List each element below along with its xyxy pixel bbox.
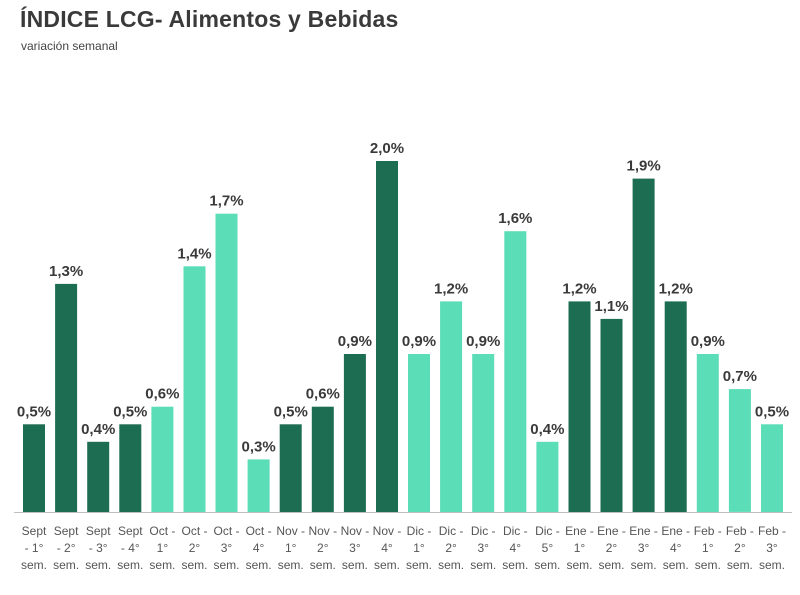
bar-17 [536,441,559,512]
x-tick-label-14: Dic -2° sem. [438,524,464,572]
x-tick-label-10: Nov -2° sem. [308,524,337,572]
value-label-16: 1,6% [498,210,532,227]
x-tick-label-1: Sept - 1° sem. [21,524,47,572]
bar-10 [311,406,334,512]
bar-14 [440,301,463,512]
value-label-8: 0,3% [241,438,275,455]
bar-19 [600,318,623,512]
value-label-1: 0,5% [17,403,51,420]
value-label-13: 0,9% [402,333,436,350]
value-label-7: 1,7% [209,193,243,210]
x-tick-label-2: Sept - 2° sem. [53,524,79,572]
value-label-4: 0,5% [113,403,147,420]
bar-2 [55,283,78,513]
bar-20 [632,178,655,512]
x-tick-label-17: Dic -5° sem. [534,524,560,572]
value-label-2: 1,3% [49,263,83,280]
bar-24 [761,424,783,513]
bar-4 [119,424,142,513]
value-label-11: 0,9% [338,333,372,350]
value-label-17: 0,4% [530,421,564,438]
value-label-10: 0,6% [306,386,340,403]
x-tick-label-11: Nov -3° sem. [341,524,370,572]
bar-12 [376,161,398,512]
x-tick-label-18: Ene -1° sem. [565,524,594,572]
bar-9 [279,424,302,513]
x-tick-label-19: Ene -2° sem. [597,524,626,572]
x-tick-label-5: Oct -1° sem. [149,524,175,572]
bar-13 [408,354,430,512]
value-label-23: 0,7% [723,368,757,385]
bar-6 [183,266,206,512]
value-label-14: 1,2% [434,280,468,297]
bar-21 [664,301,687,512]
bar-8 [247,459,270,512]
value-label-21: 1,2% [659,280,693,297]
x-tick-label-15: Dic -3° sem. [470,524,496,572]
x-tick-label-22: Feb -1° sem. [694,524,722,572]
x-tick-label-20: Ene -3° sem. [629,524,658,572]
x-tick-label-24: Feb -3° sem. [758,524,786,572]
bar-22 [696,354,719,512]
value-label-20: 1,9% [626,158,660,175]
x-tick-label-4: Sept - 4° sem. [117,524,143,572]
chart-title: ÍNDICE LCG- Alimentos y Bebidas [20,6,399,32]
value-label-18: 1,2% [562,280,596,297]
bar-1 [23,424,45,513]
x-tick-label-21: Ene -4° sem. [661,524,690,572]
value-label-6: 1,4% [177,245,211,262]
x-tick-label-13: Dic -1° sem. [406,524,432,572]
x-tick-labels-group: Sept - 1° sem.Sept - 2° sem.Sept - 3° sem.Sept… [21,524,786,572]
value-labels-group: 0,5%1,3%0,4%0,5%0,6%1,4%1,7%0,3%0,5%0,6%… [17,140,789,455]
x-tick-label-16: Dic -4° sem. [502,524,528,572]
chart-subtitle: variación semanal [21,39,118,53]
x-tick-label-8: Oct -4° sem. [246,524,272,572]
x-tick-label-6: Oct -2° sem. [181,524,207,572]
x-tick-label-9: Nov -1° sem. [276,524,305,572]
x-tick-label-12: Nov -4° sem. [373,524,402,572]
bar-3 [87,441,110,512]
bar-18 [568,301,591,512]
value-label-12: 2,0% [370,140,404,157]
bar-11 [343,354,366,512]
value-label-19: 1,1% [594,298,628,315]
value-label-22: 0,9% [691,333,725,350]
x-tick-label-3: Sept - 3° sem. [85,524,111,572]
bar-15 [472,354,495,512]
x-tick-label-7: Oct -3° sem. [213,524,239,572]
value-label-9: 0,5% [274,403,308,420]
bar-16 [504,231,527,512]
value-label-24: 0,5% [755,403,789,420]
bar-7 [215,213,238,512]
value-label-15: 0,9% [466,333,500,350]
value-label-3: 0,4% [81,421,115,438]
value-label-5: 0,6% [145,386,179,403]
bar-5 [151,406,174,512]
x-tick-label-23: Feb -2° sem. [726,524,754,572]
bar-23 [728,389,751,512]
bars-group [23,161,783,513]
